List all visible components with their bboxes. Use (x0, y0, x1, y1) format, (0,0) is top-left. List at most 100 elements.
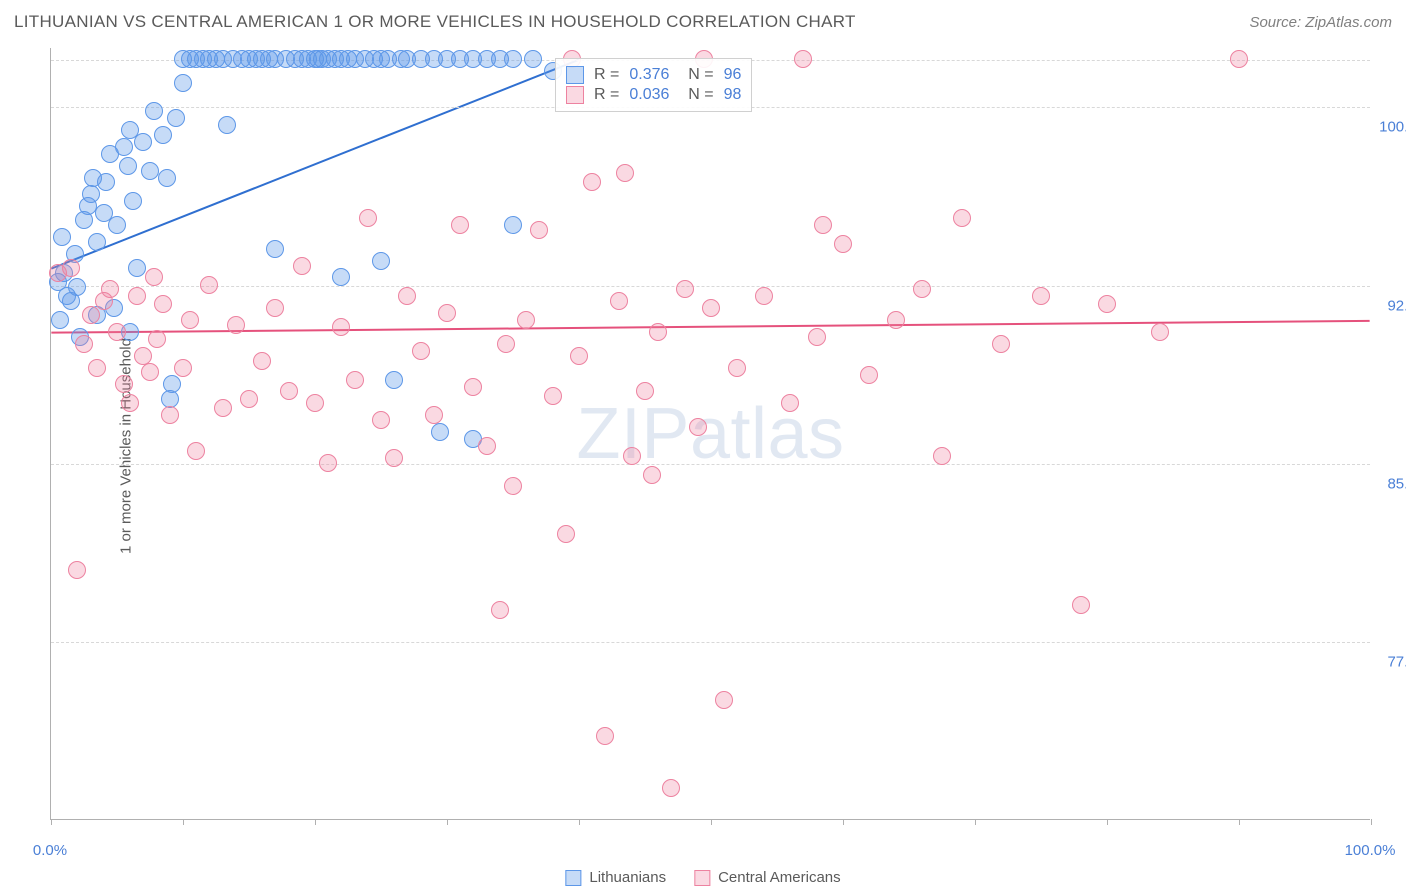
correlation-row: R =0.036 N =98 (566, 85, 741, 105)
y-tick-label: 77.5% (1374, 653, 1406, 670)
data-point (504, 50, 522, 68)
data-point (200, 276, 218, 294)
x-tick (1239, 819, 1240, 825)
data-point (1032, 287, 1050, 305)
data-point (128, 259, 146, 277)
data-point (933, 447, 951, 465)
data-point (636, 382, 654, 400)
data-point (662, 779, 680, 797)
data-point (75, 335, 93, 353)
data-point (814, 216, 832, 234)
legend-label: Central Americans (718, 869, 841, 886)
data-point (425, 406, 443, 424)
data-point (141, 162, 159, 180)
chart-title: LITHUANIAN VS CENTRAL AMERICAN 1 OR MORE… (14, 12, 856, 32)
x-tick (183, 819, 184, 825)
data-point (82, 306, 100, 324)
data-point (181, 311, 199, 329)
legend-swatch-icon (694, 870, 710, 886)
data-point (332, 268, 350, 286)
data-point (808, 328, 826, 346)
data-point (51, 311, 69, 329)
data-point (88, 233, 106, 251)
gridline (51, 642, 1370, 643)
legend-label: Lithuanians (589, 869, 666, 886)
data-point (702, 299, 720, 317)
data-point (115, 138, 133, 156)
data-point (676, 280, 694, 298)
data-point (431, 423, 449, 441)
data-point (504, 477, 522, 495)
gridline (51, 464, 1370, 465)
plot-area: ZIPatlas 77.5%85.0%92.5%100.0% (50, 48, 1370, 820)
data-point (623, 447, 641, 465)
data-point (134, 347, 152, 365)
data-point (517, 311, 535, 329)
corr-n-value: 98 (724, 86, 742, 104)
correlation-row: R = 0.376 N = 96 (566, 65, 741, 85)
x-tick (1371, 819, 1372, 825)
data-point (596, 727, 614, 745)
y-tick-label: 100.0% (1374, 119, 1406, 136)
x-tick-label: 100.0% (1345, 842, 1396, 859)
data-point (438, 304, 456, 322)
data-point (834, 235, 852, 253)
data-point (412, 342, 430, 360)
data-point (145, 268, 163, 286)
data-point (319, 454, 337, 472)
data-point (913, 280, 931, 298)
data-point (728, 359, 746, 377)
data-point (992, 335, 1010, 353)
data-point (781, 394, 799, 412)
data-point (158, 169, 176, 187)
data-point (497, 335, 515, 353)
x-tick (579, 819, 580, 825)
corr-swatch-icon (566, 66, 584, 84)
data-point (372, 252, 390, 270)
corr-r-label: R = (594, 66, 619, 84)
data-point (280, 382, 298, 400)
corr-n-label: N = (679, 66, 713, 84)
data-point (649, 323, 667, 341)
y-tick-label: 85.0% (1374, 475, 1406, 492)
x-tick (447, 819, 448, 825)
data-point (794, 50, 812, 68)
data-point (755, 287, 773, 305)
watermark-atlas: atlas (690, 394, 845, 474)
data-point (1151, 323, 1169, 341)
data-point (359, 209, 377, 227)
data-point (616, 164, 634, 182)
data-point (240, 390, 258, 408)
data-point (68, 561, 86, 579)
data-point (1072, 596, 1090, 614)
data-point (148, 330, 166, 348)
data-point (128, 287, 146, 305)
data-point (266, 240, 284, 258)
legend-item-central-americans: Central Americans (694, 869, 841, 886)
data-point (385, 449, 403, 467)
data-point (557, 525, 575, 543)
corr-r-label: R = (594, 86, 619, 104)
data-point (504, 216, 522, 234)
data-point (887, 311, 905, 329)
data-point (174, 74, 192, 92)
data-point (385, 371, 403, 389)
data-point (293, 257, 311, 275)
data-point (121, 394, 139, 412)
source-attribution: Source: ZipAtlas.com (1249, 14, 1392, 31)
data-point (610, 292, 628, 310)
data-point (266, 299, 284, 317)
data-point (306, 394, 324, 412)
data-point (108, 216, 126, 234)
data-point (68, 278, 86, 296)
data-point (346, 371, 364, 389)
data-point (101, 280, 119, 298)
data-point (174, 359, 192, 377)
data-point (253, 352, 271, 370)
data-point (62, 259, 80, 277)
corr-n-value: 96 (724, 66, 742, 84)
data-point (108, 323, 126, 341)
data-point (464, 378, 482, 396)
corr-r-value: 0.376 (629, 66, 669, 84)
regression-line (51, 321, 1369, 333)
